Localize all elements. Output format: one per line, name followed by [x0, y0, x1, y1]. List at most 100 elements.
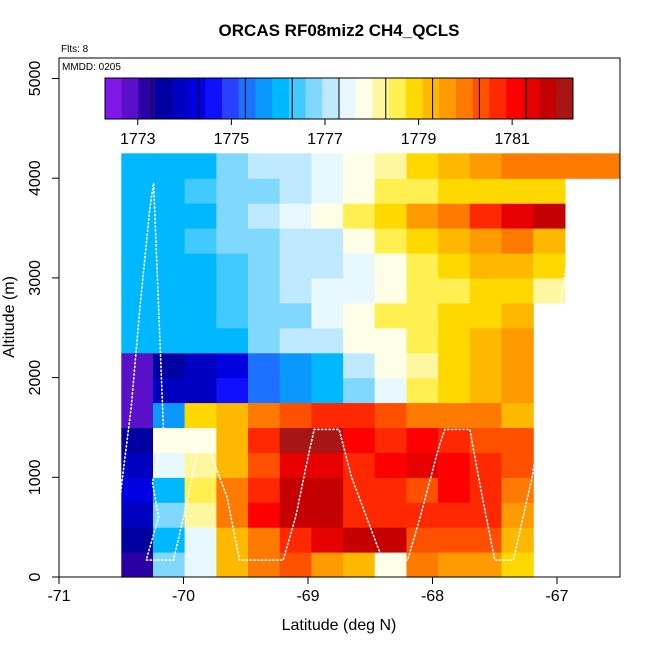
heatmap-cell: [406, 253, 439, 279]
heatmap-cell: [438, 302, 471, 329]
heatmap-cell: [374, 527, 407, 553]
heatmap-cell: [343, 178, 376, 204]
heatmap-cell: [153, 228, 186, 254]
heatmap-cell: [533, 178, 566, 204]
heatmap-cell: [343, 228, 376, 254]
heatmap-cell: [374, 302, 407, 329]
heatmap-cell: [279, 527, 312, 553]
heatmap-cell: [311, 552, 344, 578]
heatmap-cell: [121, 452, 154, 478]
heatmap-cell: [406, 527, 439, 553]
colorbar-swatch: [238, 78, 256, 119]
heatmap-cell: [374, 253, 407, 279]
heatmap-cell: [248, 527, 281, 553]
heatmap-cell: [311, 502, 344, 528]
heatmap-cell: [279, 452, 312, 478]
heatmap-cell: [248, 452, 281, 478]
heatmap-cell: [469, 302, 503, 329]
heatmap-cell: [374, 452, 407, 478]
heatmap-cell: [216, 178, 249, 204]
heatmap-cell: [438, 352, 471, 379]
heatmap-cell: [374, 352, 407, 379]
heatmap-cell: [216, 327, 249, 354]
heatmap-cell: [184, 402, 217, 428]
heatmap-cell: [184, 302, 217, 329]
heatmap-cell: [438, 253, 471, 279]
heatmap-cell: [438, 452, 471, 478]
heatmap-cell: [406, 352, 439, 379]
colorbar-swatch: [105, 78, 123, 119]
heatmap-cell: [248, 352, 281, 379]
heatmap-cell: [596, 153, 620, 179]
heatmap-cell: [153, 327, 186, 354]
heatmap-cell: [216, 203, 249, 229]
colorbar-swatch: [155, 78, 173, 119]
y-tick-label: 0: [27, 572, 44, 581]
heatmap-cell: [501, 427, 534, 453]
heatmap-cell: [469, 477, 503, 503]
heatmap-cell: [343, 327, 376, 354]
colorbar-swatch: [539, 78, 557, 119]
heatmap-cell: [153, 178, 186, 204]
colorbar-swatch: [405, 78, 423, 119]
colorbar-swatch: [138, 78, 156, 119]
heatmap-cell: [311, 327, 344, 354]
heatmap-cell: [216, 552, 249, 578]
heatmap-cell: [121, 477, 154, 503]
y-tick-label: 3000: [27, 260, 44, 296]
heatmap-cell: [343, 302, 376, 329]
heatmap-cell: [374, 153, 407, 179]
heatmap-cell: [501, 477, 534, 503]
colorbar-swatch: [339, 78, 357, 119]
x-tick-label: -69: [296, 588, 319, 605]
heatmap-cell: [311, 477, 344, 503]
heatmap-cell: [121, 228, 154, 254]
heatmap-cell: [184, 527, 217, 553]
heatmap-cell: [184, 427, 217, 453]
colorbar-swatch: [439, 78, 457, 119]
heatmap-cell: [311, 203, 344, 229]
heatmap-cell: [216, 402, 249, 428]
heatmap-cell: [311, 402, 344, 428]
heatmap-cell: [343, 203, 376, 229]
heatmap-cell: [311, 377, 344, 404]
heatmap-cell: [184, 228, 217, 254]
heatmap-cell: [533, 228, 566, 254]
heatmap-cell: [216, 427, 249, 453]
heatmap-cell: [153, 427, 186, 453]
heatmap-cell: [374, 552, 407, 578]
heatmap-cell: [374, 377, 407, 404]
heatmap-cell: [343, 153, 376, 179]
heatmap-cell: [279, 352, 312, 379]
heatmap-cells: [121, 153, 620, 578]
colorbar-swatch: [456, 78, 474, 119]
colorbar-swatch: [272, 78, 290, 119]
heatmap-cell: [406, 178, 439, 204]
colorbar-tick-label: 1779: [401, 131, 437, 148]
heatmap-cell: [311, 153, 344, 179]
heatmap-cell: [501, 228, 534, 254]
colorbar-swatch: [121, 78, 139, 119]
y-tick-label: 4000: [27, 160, 44, 196]
heatmap-cell: [216, 527, 249, 553]
heatmap-cell: [406, 552, 439, 578]
heatmap-cell: [184, 178, 217, 204]
heatmap-cell: [184, 377, 217, 404]
heatmap-cell: [279, 203, 312, 229]
heatmap-cell: [311, 302, 344, 329]
heatmap-cell: [311, 277, 344, 304]
heatmap-cell: [184, 352, 217, 379]
heatmap-cell: [501, 277, 534, 304]
colorbar-swatch: [305, 78, 323, 119]
heatmap-cell: [121, 527, 154, 553]
heatmap-cell: [248, 153, 281, 179]
colorbar: 1773 1775 1777 1779 1781: [104, 77, 574, 148]
y-tick-label: 5000: [27, 61, 44, 97]
x-tick-label: -70: [172, 588, 195, 605]
heatmap-cell: [121, 178, 154, 204]
heatmap-cell: [279, 228, 312, 254]
heatmap-cell: [501, 502, 534, 528]
y-tick-label: 2000: [27, 360, 44, 396]
colorbar-swatch: [355, 78, 373, 119]
heatmap-cell: [469, 327, 503, 354]
